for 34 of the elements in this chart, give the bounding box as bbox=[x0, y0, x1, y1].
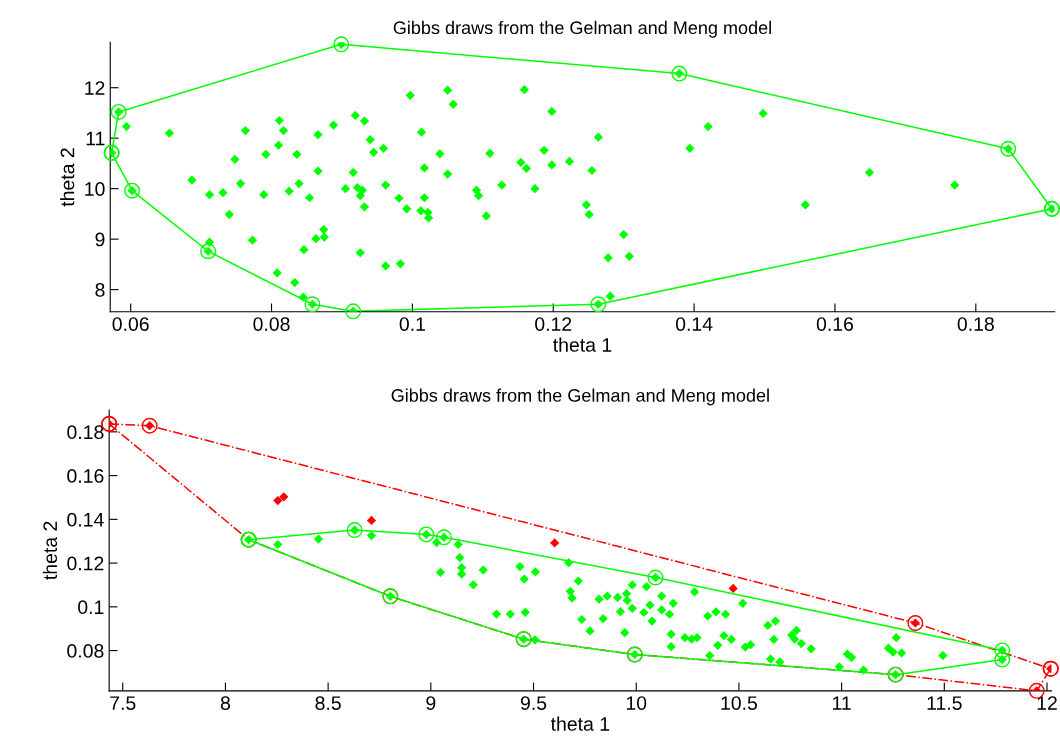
y-axis-title: theta 2 bbox=[60, 148, 75, 207]
y-tick-label: 0.14 bbox=[67, 512, 104, 527]
x-tick-label: 9 bbox=[426, 696, 436, 710]
x-tick-label: 0.06 bbox=[112, 317, 149, 331]
x-tick-label: 8 bbox=[220, 696, 230, 710]
x-tick-label: 9.5 bbox=[520, 696, 547, 710]
x-tick-label: 0.12 bbox=[535, 317, 572, 331]
y-tick-label: 0.12 bbox=[67, 556, 104, 571]
y-tick-label: 0.16 bbox=[67, 469, 104, 483]
x-tick-label: 0.1 bbox=[399, 317, 425, 331]
x-tick-label: 0.14 bbox=[675, 317, 713, 331]
x-tick-label: 0.16 bbox=[816, 317, 854, 331]
x-tick-label: 10.5 bbox=[721, 696, 758, 710]
y-tick-label: 11 bbox=[86, 131, 105, 146]
x-tick-label: 7.5 bbox=[110, 696, 136, 710]
y-tick-label: 0.18 bbox=[67, 425, 104, 440]
y-tick-label: 10 bbox=[85, 182, 105, 196]
x-tick-label: 11.5 bbox=[927, 696, 962, 710]
y-tick-label: 9 bbox=[95, 232, 105, 247]
chart-title: Gibbs draws from the Gelman and Meng model bbox=[393, 20, 771, 38]
x-tick-label: 10 bbox=[626, 696, 647, 710]
x-tick-label: 12 bbox=[1037, 696, 1057, 710]
y-tick-label: 8 bbox=[95, 283, 105, 297]
x-tick-label: 11 bbox=[833, 696, 851, 710]
x-tick-label: 0.18 bbox=[957, 317, 994, 331]
x-axis-title: theta 1 bbox=[550, 716, 610, 731]
x-tick-label: 8.5 bbox=[315, 696, 341, 710]
y-axis-title: theta 2 bbox=[42, 521, 58, 580]
x-tick-label: 0.08 bbox=[253, 317, 290, 331]
x-axis-title: theta 1 bbox=[553, 337, 612, 352]
y-tick-label: 0.08 bbox=[67, 644, 104, 658]
chart-title: Gibbs draws from the Gelman and Meng model bbox=[391, 388, 769, 406]
y-tick-label: 0.1 bbox=[78, 600, 104, 615]
y-tick-label: 12 bbox=[85, 81, 105, 95]
